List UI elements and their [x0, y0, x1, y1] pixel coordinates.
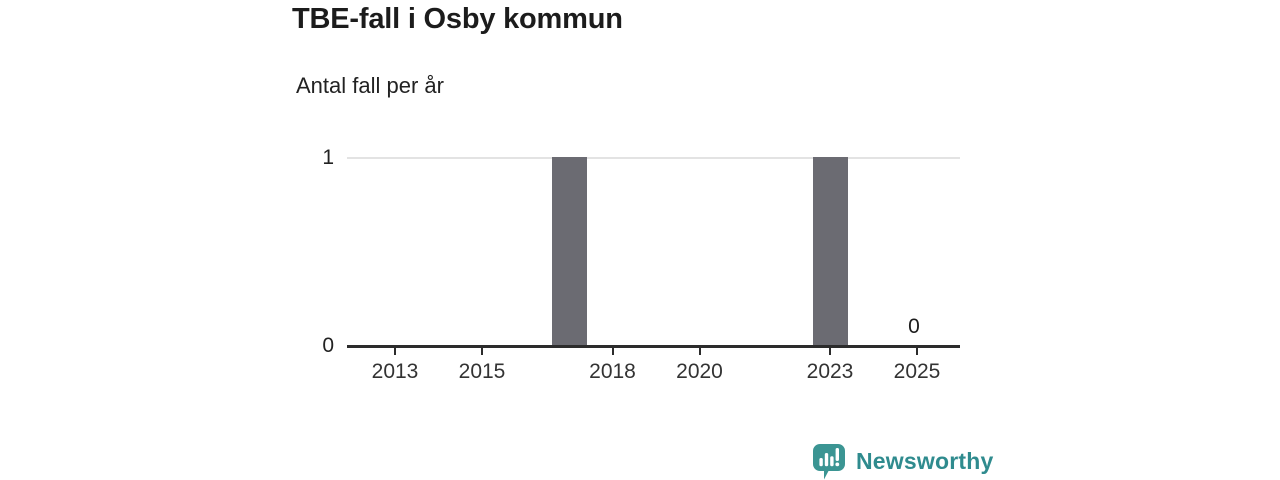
xtick-label-2025: 2025 [893, 360, 941, 383]
x-axis-line [347, 345, 960, 348]
brand-footer: Newsworthy [812, 443, 993, 480]
xtick-2020 [698, 348, 701, 355]
chart-title: TBE-fall i Osby kommun [292, 3, 623, 35]
bar-2017 [551, 157, 587, 347]
bar-2023 [812, 157, 848, 347]
xtick-label-2013: 2013 [371, 360, 419, 383]
ytick-label-0: 0 [322, 334, 334, 357]
xtick-label-2018: 2018 [589, 360, 636, 383]
xtick-label-2023: 2023 [806, 360, 854, 383]
logo-mini-bars [819, 448, 840, 467]
xtick-2018 [611, 348, 614, 355]
chart-subtitle: Antal fall per år [296, 73, 444, 98]
value-label-2025: 0 [908, 315, 920, 338]
xtick-2015 [481, 348, 483, 355]
xtick-2025 [916, 348, 918, 355]
brand-name: Newsworthy [856, 448, 994, 474]
xtick-label-2015: 2015 [458, 360, 506, 383]
ytick-label-1: 1 [322, 146, 334, 169]
xtick-label-2020: 2020 [676, 360, 723, 383]
newsworthy-logo-icon [813, 444, 845, 480]
xtick-2023 [829, 348, 831, 355]
y-gridline-1 [347, 157, 960, 159]
xtick-2013 [394, 348, 396, 355]
